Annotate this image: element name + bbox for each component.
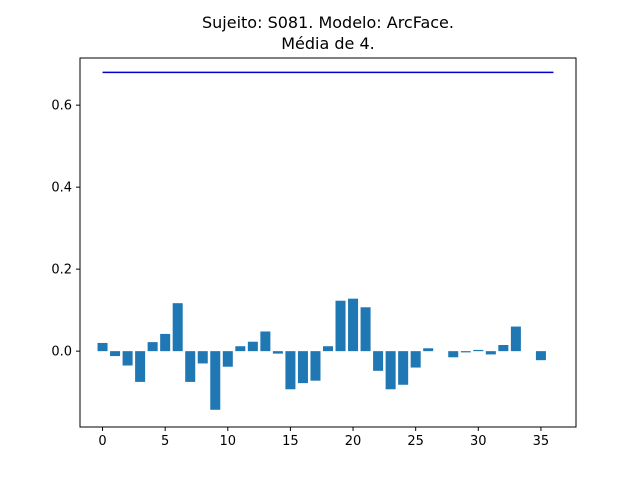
x-axis: 0 5 10 15 20 25 30 35: [98, 427, 549, 449]
bar-6: [172, 303, 183, 352]
y-tick-label-3: 0.6: [51, 99, 72, 114]
bar-12: [247, 341, 258, 352]
bar-4: [147, 342, 158, 352]
y-tick-label-2: 0.4: [51, 181, 72, 196]
bar-31: [485, 351, 496, 355]
bar-25: [410, 351, 421, 368]
bar-10: [222, 351, 233, 367]
bar-2: [122, 351, 133, 366]
chart-title-line-1: Sujeito: S081. Modelo: ArcFace.: [202, 13, 454, 32]
y-tick-label-1: 0.2: [51, 263, 72, 278]
y-axis: 0.0 0.2 0.4 0.6: [51, 99, 80, 360]
bar-9: [210, 351, 221, 410]
bar-26: [423, 348, 434, 352]
bar-19: [335, 300, 346, 352]
bar-17: [310, 351, 321, 381]
x-tick-label-35: 35: [533, 434, 550, 449]
bar-35: [535, 351, 546, 361]
bar-5: [160, 333, 171, 352]
bar-29: [460, 351, 471, 353]
bar-33: [510, 326, 521, 352]
x-tick-label-0: 0: [98, 434, 106, 449]
bar-16: [297, 351, 308, 384]
bar-23: [385, 351, 396, 390]
bar-7: [185, 351, 196, 382]
bar-22: [373, 351, 384, 371]
x-tick-label-20: 20: [345, 434, 362, 449]
bar-21: [360, 307, 371, 352]
chart-title-line-2: Média de 4.: [281, 34, 375, 53]
bar-0: [97, 342, 108, 352]
x-tick-label-10: 10: [220, 434, 237, 449]
bar-14: [272, 351, 283, 354]
y-tick-label-0: 0.0: [51, 345, 72, 360]
bar-30: [473, 349, 484, 352]
bar-11: [235, 346, 246, 352]
x-tick-label-15: 15: [282, 434, 299, 449]
bar-3: [135, 351, 146, 382]
x-tick-label-25: 25: [407, 434, 424, 449]
bar-24: [398, 351, 409, 385]
bar-18: [322, 346, 334, 352]
x-tick-label-5: 5: [161, 434, 169, 449]
bar-8: [197, 351, 208, 364]
plot-frame: [79, 57, 577, 428]
bars-group: [97, 298, 546, 410]
bar-20: [348, 298, 359, 352]
bar-15: [285, 351, 296, 390]
bar-32: [498, 345, 509, 352]
bar-13: [260, 331, 271, 352]
bar-1: [110, 351, 121, 357]
bar-28: [448, 351, 459, 358]
x-tick-label-30: 30: [470, 434, 487, 449]
